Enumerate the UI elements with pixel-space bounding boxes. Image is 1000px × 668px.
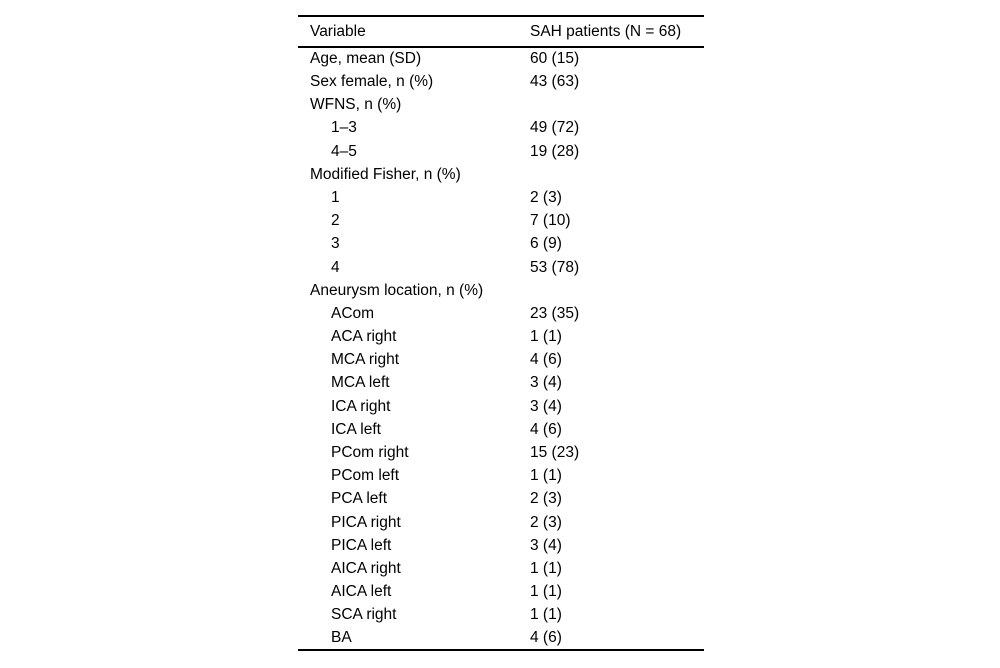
table-body: Age, mean (SD) 60 (15) Sex female, n (%) 43…: [298, 47, 704, 650]
variable-cell: MCA right: [331, 351, 400, 369]
value-cell: [530, 279, 704, 302]
table-row: WFNS, n (%): [298, 93, 704, 116]
table-row: SCA right 1 (1): [298, 604, 704, 627]
value-cell: 2 (3): [530, 513, 562, 531]
value-cell: 1 (1): [530, 583, 562, 601]
table-row: AICA left 1 (1): [298, 580, 704, 603]
table-row: ACA right 1 (1): [298, 325, 704, 348]
value-cell: 49 (72): [530, 119, 580, 137]
value-cell: [530, 93, 704, 116]
table-row: Sex female, n (%) 43 (63): [298, 70, 704, 93]
variable-cell: 1–3: [331, 119, 357, 137]
value-cell: 43 (63): [530, 73, 580, 91]
table-row: PICA left 3 (4): [298, 534, 704, 557]
value-cell: 3 (4): [530, 397, 562, 415]
table-row: ICA right 3 (4): [298, 395, 704, 418]
table-row: 4 53 (78): [298, 256, 704, 279]
variable-cell: PICA left: [331, 536, 392, 554]
variable-cell: Aneurysm location, n (%): [310, 281, 484, 299]
variable-cell: PCA left: [331, 490, 387, 508]
table-row: 1 2 (3): [298, 186, 704, 209]
value-cell: 4 (6): [530, 629, 562, 647]
value-cell: 7 (10): [530, 212, 571, 230]
variable-cell: ACA right: [331, 328, 397, 346]
variable-cell: ACom: [331, 304, 375, 322]
table-row: ICA left 4 (6): [298, 418, 704, 441]
variable-cell: 3: [331, 235, 340, 253]
value-cell: 53 (78): [530, 258, 580, 276]
table-row: Aneurysm location, n (%): [298, 279, 704, 302]
table-row: MCA left 3 (4): [298, 372, 704, 395]
table-row: PCom right 15 (23): [298, 441, 704, 464]
variable-cell: Age, mean (SD): [310, 50, 422, 68]
variable-cell: BA: [331, 629, 352, 647]
variable-cell: PICA right: [331, 513, 401, 531]
value-cell: 2 (3): [530, 188, 562, 206]
header-row: Variable SAH patients (N = 68): [298, 16, 704, 48]
patient-characteristics-table: Variable SAH patients (N = 68) Age, mean…: [298, 15, 704, 651]
variable-cell: AICA right: [331, 559, 401, 577]
variable-cell: SCA right: [331, 606, 397, 624]
table-row: 2 7 (10): [298, 209, 704, 232]
value-column-header: SAH patients (N = 68): [530, 16, 704, 48]
variable-cell: WFNS, n (%): [310, 96, 402, 114]
value-cell: 3 (4): [530, 374, 562, 392]
variable-cell: 2: [331, 212, 340, 230]
variable-cell: 4: [331, 258, 340, 276]
table-row: AICA right 1 (1): [298, 557, 704, 580]
value-cell: 1 (1): [530, 606, 562, 624]
value-cell: 6 (9): [530, 235, 562, 253]
variable-cell: PCom left: [331, 467, 400, 485]
variable-cell: 4–5: [331, 142, 357, 160]
value-cell: 15 (23): [530, 444, 580, 462]
value-cell: 23 (35): [530, 304, 580, 322]
variable-cell: Sex female, n (%): [310, 73, 434, 91]
value-cell: 1 (1): [530, 328, 562, 346]
table-row: BA 4 (6): [298, 627, 704, 650]
variable-cell: 1: [331, 188, 340, 206]
value-cell: 1 (1): [530, 467, 562, 485]
value-cell: 19 (28): [530, 142, 580, 160]
value-cell: 4 (6): [530, 351, 562, 369]
value-cell: 4 (6): [530, 420, 562, 438]
table-row: MCA right 4 (6): [298, 348, 704, 371]
variable-cell: PCom right: [331, 444, 409, 462]
table-row: PICA right 2 (3): [298, 511, 704, 534]
table-row: 3 6 (9): [298, 233, 704, 256]
variable-column-header: Variable: [298, 16, 530, 48]
value-cell: [530, 163, 704, 186]
table-row: 1–3 49 (72): [298, 117, 704, 140]
table-row: ACom 23 (35): [298, 302, 704, 325]
value-cell: 1 (1): [530, 559, 562, 577]
value-cell: 3 (4): [530, 536, 562, 554]
variable-cell: ICA left: [331, 420, 381, 438]
value-cell: 60 (15): [530, 50, 580, 68]
table-row: 4–5 19 (28): [298, 140, 704, 163]
variable-cell: ICA right: [331, 397, 391, 415]
table-row: Age, mean (SD) 60 (15): [298, 47, 704, 70]
variable-cell: Modified Fisher, n (%): [310, 165, 461, 183]
table-row: Modified Fisher, n (%): [298, 163, 704, 186]
table-row: PCom left 1 (1): [298, 464, 704, 487]
variable-cell: AICA left: [331, 583, 392, 601]
value-cell: 2 (3): [530, 490, 562, 508]
table-row: PCA left 2 (3): [298, 488, 704, 511]
variable-cell: MCA left: [331, 374, 390, 392]
